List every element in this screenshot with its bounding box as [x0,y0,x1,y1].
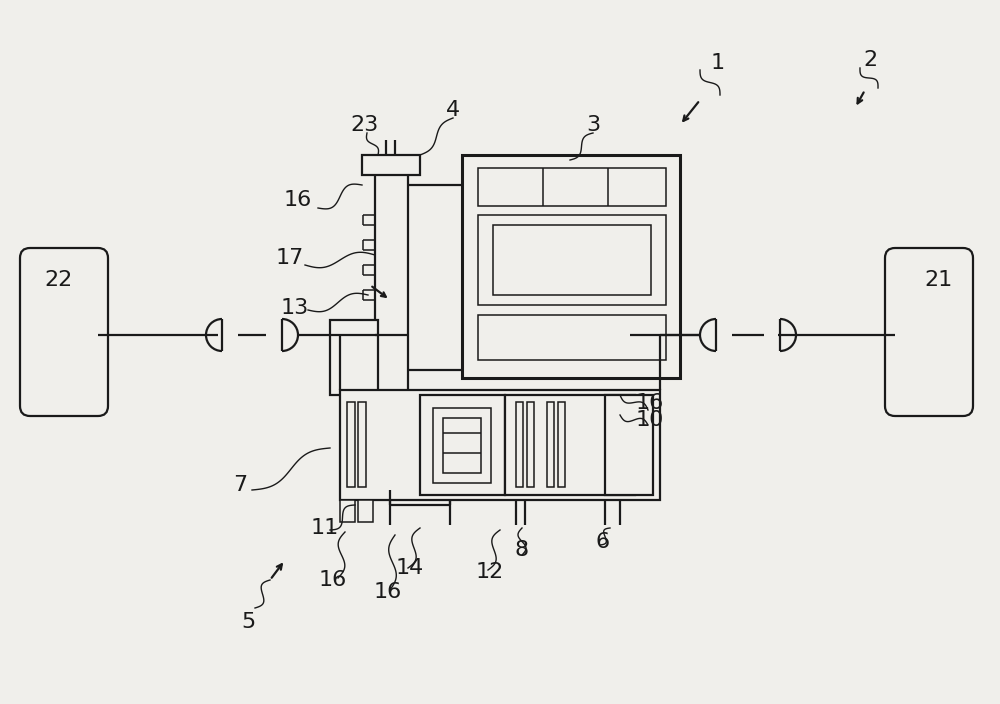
Bar [505,395,635,495]
FancyBboxPatch shape [20,248,108,416]
Text: 16: 16 [636,393,664,413]
Bar [478,315,666,360]
Bar [558,402,565,487]
Text: 2: 2 [863,50,877,70]
Bar [433,408,491,483]
Text: 13: 13 [281,298,309,318]
Text: 8: 8 [515,540,529,560]
Text: 17: 17 [276,248,304,268]
Text: 11: 11 [311,518,339,538]
Bar [605,395,653,495]
Bar [340,390,660,500]
Text: 16: 16 [319,570,347,590]
Text: 14: 14 [396,558,424,578]
Bar [347,402,355,487]
Text: 23: 23 [351,115,379,135]
Bar [547,402,554,487]
Bar [375,170,408,490]
Bar [478,215,666,305]
Text: 6: 6 [596,532,610,552]
Text: 22: 22 [44,270,72,290]
Text: 4: 4 [446,100,460,120]
Text: 16: 16 [374,582,402,602]
Bar [493,225,651,295]
Bar [527,402,534,487]
Text: 10: 10 [636,410,664,430]
Bar [340,500,355,522]
Text: 3: 3 [586,115,600,135]
Text: 12: 12 [476,562,504,582]
Bar [462,155,680,378]
Bar [362,155,420,175]
Bar [358,500,373,522]
FancyBboxPatch shape [885,248,973,416]
Text: 21: 21 [924,270,952,290]
Text: 7: 7 [233,475,247,495]
Text: 1: 1 [711,53,725,73]
Text: 5: 5 [241,612,255,632]
Bar [516,402,523,487]
Bar [330,320,378,395]
Bar [420,395,505,495]
Text: 16: 16 [284,190,312,210]
Bar [358,402,366,487]
Bar [443,418,481,473]
Bar [478,168,666,206]
